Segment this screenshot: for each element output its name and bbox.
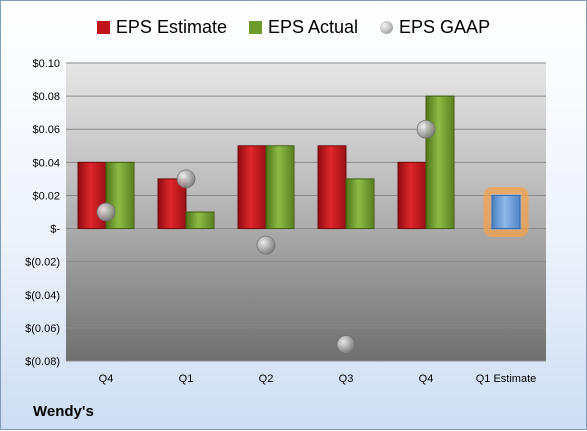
bar-eps-actual	[265, 145, 295, 230]
y-tick-label: $0.08	[32, 91, 60, 103]
y-axis-labels: $0.10 $0.08 $0.06 $0.04 $0.02 $- $(0.02) $(0.04…	[25, 58, 60, 368]
legend: EPS Estimate EPS Actual EPS GAAP	[1, 17, 586, 38]
y-tick-label: $(0.06)	[25, 323, 60, 335]
x-tick-label: Q2	[259, 373, 274, 385]
legend-swatch-estimate	[96, 21, 110, 34]
legend-item-estimate: EPS Estimate	[96, 17, 227, 38]
bar-eps-actual	[185, 211, 215, 230]
point-eps-gaap	[256, 235, 276, 255]
y-tick-label: $(0.04)	[25, 290, 60, 302]
legend-swatch-actual	[248, 21, 262, 34]
plot-area	[66, 63, 546, 361]
y-tick-label: $(0.08)	[25, 356, 60, 368]
y-tick-label: $0.04	[32, 157, 60, 169]
legend-label-gaap: EPS GAAP	[399, 17, 491, 37]
bar-eps-actual	[425, 95, 455, 230]
point-eps-gaap	[336, 335, 356, 354]
legend-item-actual: EPS Actual	[248, 17, 359, 38]
y-tick-label: $0.02	[32, 190, 60, 202]
estimate-highlight	[483, 186, 529, 238]
company-name: Wendy's	[33, 403, 94, 420]
bar-q1-estimate	[491, 194, 521, 230]
bar-eps-actual	[345, 178, 375, 230]
x-axis-labels: Q4 Q1 Q2 Q3 Q4 Q1 Estimate	[99, 373, 537, 385]
y-tick-label: $(0.02)	[25, 257, 60, 269]
legend-label-estimate: EPS Estimate	[115, 17, 227, 37]
point-eps-gaap	[416, 119, 436, 139]
y-tick-label: $0.06	[32, 124, 60, 136]
bar-eps-estimate	[397, 161, 427, 230]
x-tick-label: Q3	[339, 373, 354, 385]
bar-eps-estimate	[237, 145, 267, 230]
y-tick-label: $0.10	[32, 58, 60, 70]
bar-eps-estimate	[157, 178, 187, 230]
gaap-points	[96, 119, 436, 354]
grid-lines	[66, 62, 546, 362]
bar-eps-estimate	[317, 145, 347, 230]
x-tick-label: Q4	[99, 373, 114, 385]
point-eps-gaap	[96, 202, 116, 222]
legend-swatch-gaap	[380, 21, 394, 34]
legend-label-actual: EPS Actual	[267, 17, 359, 37]
x-tick-label: Q1	[179, 373, 194, 385]
point-eps-gaap	[176, 169, 196, 189]
x-tick-label: Q4	[419, 373, 434, 385]
y-tick-label: $-	[50, 224, 60, 236]
legend-item-gaap: EPS GAAP	[380, 17, 490, 38]
x-tick-label: Q1 Estimate	[476, 373, 537, 385]
